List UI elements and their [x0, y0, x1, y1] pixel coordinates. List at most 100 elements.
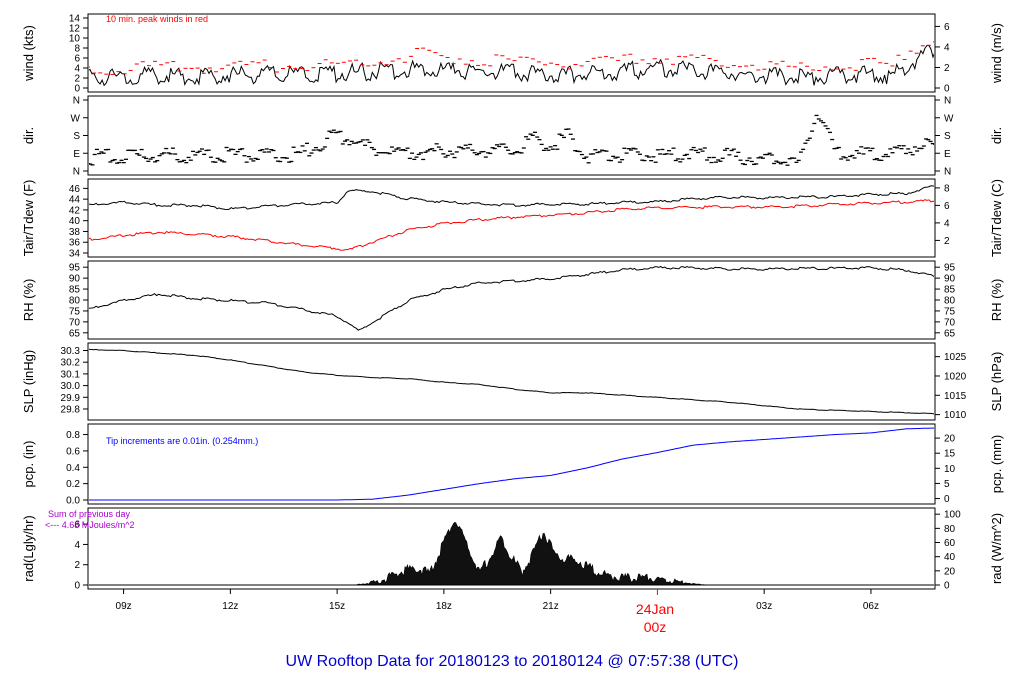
left-tick-label: 85	[69, 285, 81, 296]
left-axis-label: SLP (inHg)	[21, 350, 36, 413]
right-tick-label: 10	[944, 464, 956, 475]
left-tick-label: 12	[69, 24, 81, 35]
left-tick-label: W	[71, 113, 81, 124]
left-axis-label: rad(Lgly/hr)	[21, 515, 36, 581]
left-tick-label: S	[73, 131, 80, 142]
left-axis-label: Tair/Tdew (F)	[21, 180, 36, 257]
right-tick-label: 8	[944, 183, 950, 194]
panel-5: 0.0 0.2 0.4 0.6 0.8 0 5 10 15 20 pcp. (in) pcp. (mm…	[21, 423, 1004, 507]
left-tick-label: 29.9	[61, 393, 81, 404]
panel-data	[89, 521, 934, 586]
left-tick-label: 6	[74, 520, 80, 531]
right-tick-label: 1010	[944, 410, 967, 421]
right-tick-label: 4	[944, 42, 950, 53]
left-tick-label: 14	[69, 14, 81, 25]
left-axis-label: dir.	[21, 127, 36, 144]
wind-series-line	[89, 44, 934, 87]
x-tick-label: 18z	[436, 601, 452, 612]
panel-frame	[87, 95, 936, 176]
left-tick-label: 10	[69, 34, 81, 45]
left-tick-label: 30.0	[61, 381, 81, 392]
right-tick-label: 80	[944, 524, 956, 535]
right-tick-label: 60	[944, 538, 956, 549]
right-tick-label: 70	[944, 317, 956, 328]
right-tick-label: 90	[944, 274, 956, 285]
series-line-tair	[89, 185, 934, 211]
panel-4: 29.829.930.030.130.230.3 1010 1015 1020 1025…	[21, 342, 1004, 421]
radiation-note-line2: <--- 4.68 MJoules/m^2	[45, 520, 135, 530]
right-tick-label: 20	[944, 566, 956, 577]
right-tick-label: N	[944, 167, 951, 178]
right-axis-label: Tair/Tdew (C)	[989, 179, 1004, 257]
right-axis-label: RH (%)	[989, 279, 1004, 322]
page-title: UW Rooftop Data for 20180123 to 20180124…	[286, 653, 739, 670]
right-tick-label: 65	[944, 328, 956, 339]
left-tick-label: 38	[69, 227, 81, 238]
x-tick-label: 06z	[863, 601, 879, 612]
right-tick-label: 1015	[944, 391, 967, 402]
left-tick-label: 90	[69, 274, 81, 285]
panel-frame	[87, 423, 936, 505]
right-tick-label: 0	[944, 494, 950, 505]
left-tick-label: 2	[74, 560, 80, 571]
x-tick-label: 03z	[756, 601, 772, 612]
right-tick-label: 5	[944, 479, 950, 490]
left-tick-label: 0.2	[66, 479, 80, 490]
x-axis: 09z 12z 15z 18z 21z 03z 06z	[116, 589, 879, 612]
panel-data	[89, 114, 934, 166]
right-tick-label: 2	[944, 63, 950, 74]
right-tick-label: 2	[944, 236, 950, 247]
right-tick-label: 20	[944, 434, 956, 445]
left-tick-label: 40	[69, 216, 81, 227]
x-tick-label: 15z	[329, 601, 345, 612]
precip-note: Tip increments are 0.01in. (0.254mm.)	[106, 436, 258, 446]
left-axis-label: RH (%)	[21, 279, 36, 322]
x-tick-label: 09z	[116, 601, 132, 612]
x-tick-label: 21z	[543, 601, 559, 612]
left-tick-label: 30.1	[61, 369, 81, 380]
left-tick-label: 0	[74, 84, 80, 95]
right-tick-label: 85	[944, 285, 956, 296]
right-tick-label: E	[944, 149, 951, 160]
left-tick-label: 30.3	[61, 346, 81, 357]
left-tick-label: 8	[74, 44, 80, 55]
panel-frame	[87, 13, 936, 93]
radiation-area	[89, 521, 934, 586]
right-axis-label: SLP (hPa)	[989, 352, 1004, 412]
right-tick-label: 6	[944, 201, 950, 212]
left-tick-label: 0.8	[66, 430, 80, 441]
right-axis-label: wind (m/s)	[989, 23, 1004, 84]
left-tick-label: 80	[69, 296, 81, 307]
series-line-main	[89, 427, 934, 501]
left-tick-label: E	[73, 149, 80, 160]
right-axis-label: pcp. (mm)	[989, 435, 1004, 494]
right-axis-label: dir.	[989, 127, 1004, 144]
left-tick-label: N	[73, 96, 80, 107]
right-tick-label: W	[944, 113, 954, 124]
panel-frame	[87, 507, 936, 590]
right-tick-label: 4	[944, 218, 950, 229]
left-tick-label: 4	[74, 540, 80, 551]
left-tick-label: 6	[74, 54, 80, 65]
left-tick-label: 34	[69, 249, 81, 260]
right-tick-label: 80	[944, 296, 956, 307]
left-tick-label: 2	[74, 74, 80, 85]
right-tick-label: 15	[944, 449, 956, 460]
left-tick-label: 65	[69, 328, 81, 339]
panel-data	[89, 265, 934, 331]
left-tick-label: 4	[74, 64, 80, 75]
panel-frame	[87, 178, 936, 258]
right-tick-label: 6	[944, 22, 950, 33]
x-axis-day-sublabel: 00z	[644, 619, 667, 635]
left-tick-label: 0.6	[66, 446, 80, 457]
left-tick-label: N	[73, 167, 80, 178]
right-tick-label: 0	[944, 581, 950, 592]
right-tick-label: 40	[944, 552, 956, 563]
left-tick-label: 95	[69, 263, 81, 274]
right-tick-label: 0	[944, 84, 950, 95]
right-tick-label: N	[944, 96, 951, 107]
